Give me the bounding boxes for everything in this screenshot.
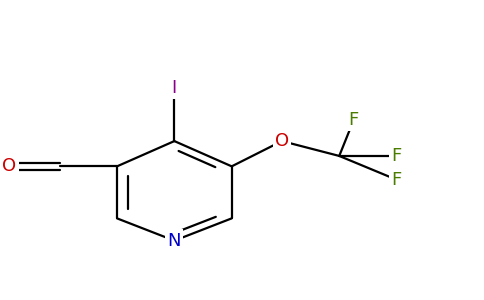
Text: I: I (172, 79, 177, 97)
Text: O: O (2, 157, 16, 175)
Text: O: O (275, 132, 289, 150)
Text: N: N (167, 232, 181, 250)
Text: F: F (348, 111, 359, 129)
Text: F: F (392, 171, 402, 189)
Text: F: F (392, 147, 402, 165)
